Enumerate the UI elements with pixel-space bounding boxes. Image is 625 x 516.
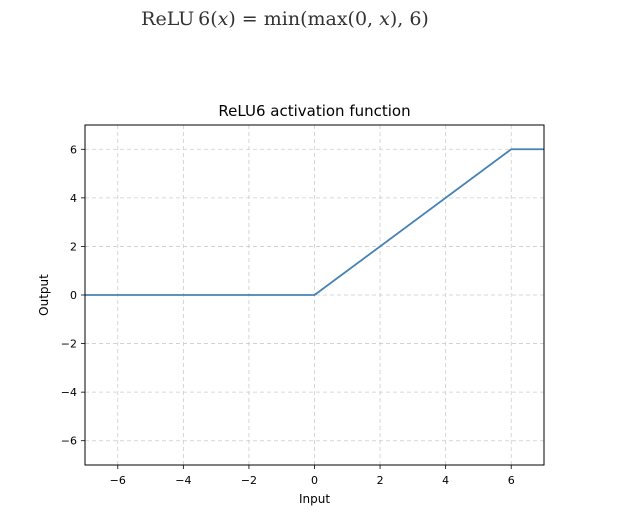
series-layer xyxy=(85,148,544,296)
formula-var-x-2: x xyxy=(379,8,390,30)
x-tick-label: −4 xyxy=(175,474,191,487)
formula-middle: ) = min(max(0, xyxy=(228,8,380,30)
x-tick-label: 4 xyxy=(442,474,449,487)
x-tick-label: 6 xyxy=(508,474,515,487)
y-tick-label: −2 xyxy=(61,338,77,351)
x-tick-label: 0 xyxy=(311,474,318,487)
formula-open: ( xyxy=(210,8,218,30)
x-tick-label: −2 xyxy=(241,474,257,487)
formula: ReLU 6(x) = min(max(0, x), 6) xyxy=(0,8,570,30)
x-tick-label: −6 xyxy=(110,474,126,487)
y-tick-label: 4 xyxy=(70,192,77,205)
chart-title: ReLU6 activation function xyxy=(218,102,410,120)
formula-var-x: x xyxy=(217,8,229,30)
series-line xyxy=(85,148,544,296)
y-tick-label: 6 xyxy=(70,143,77,156)
y-tick-label: 2 xyxy=(70,240,77,253)
y-tick-label: −4 xyxy=(61,386,77,399)
x-axis-label: Input xyxy=(299,492,330,506)
y-tick-label: −6 xyxy=(61,435,77,448)
formula-name: ReLU xyxy=(141,8,199,30)
ticks: −6 −4 −2 0 2 4 6 −6 −4 −2 0 2 4 6 xyxy=(61,143,515,487)
formula-tail: ), 6) xyxy=(389,8,429,30)
formula-six: 6 xyxy=(198,8,211,30)
y-tick-label: 0 xyxy=(70,289,77,302)
x-tick-label: 2 xyxy=(377,474,384,487)
y-axis-label: Output xyxy=(37,274,51,316)
